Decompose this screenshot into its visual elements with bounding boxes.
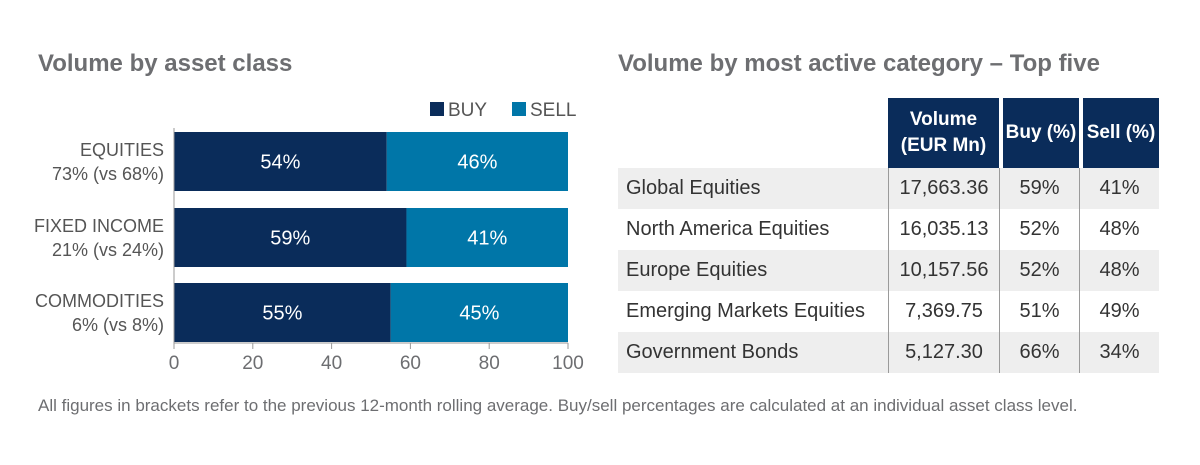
- legend-label-sell: SELL: [530, 100, 576, 121]
- table-header-row: Volume (EUR Mn) Buy (%) Sell (%): [618, 98, 1159, 168]
- left-chart-title: Volume by asset class: [38, 50, 293, 77]
- category-buy: 51%: [999, 291, 1079, 332]
- category-buy: 66%: [999, 332, 1079, 373]
- category-volume: 7,369.75: [888, 291, 999, 332]
- category-volume: 17,663.36: [888, 168, 999, 209]
- category-sublabel: 21% (vs 24%): [52, 240, 164, 260]
- category-label: FIXED INCOME: [34, 216, 164, 236]
- category-sell: 49%: [1079, 291, 1159, 332]
- table-row: Emerging Markets Equities 7,369.75 51% 4…: [618, 291, 1159, 332]
- category-volume: 16,035.13: [888, 209, 999, 250]
- bar-data-label: 59%: [270, 228, 310, 250]
- bar-data-label: 55%: [262, 303, 302, 325]
- category-volume: 10,157.56: [888, 250, 999, 291]
- category-buy: 59%: [999, 168, 1079, 209]
- category-sell: 48%: [1079, 209, 1159, 250]
- bar-sell: [386, 132, 568, 191]
- category-sell: 34%: [1079, 332, 1159, 373]
- category-name: Emerging Markets Equities: [618, 291, 888, 332]
- x-tick-label: 20: [242, 353, 263, 374]
- legend-swatch-buy: [430, 102, 444, 116]
- category-sell: 41%: [1079, 168, 1159, 209]
- bar-sell: [390, 283, 568, 342]
- top-five-category-table: Volume (EUR Mn) Buy (%) Sell (%) Global …: [618, 98, 1159, 373]
- x-tick-label: 0: [169, 353, 180, 374]
- asset-class-bar-chart: BUY SELL 54% 46% EQUITIES 73% (vs 68%) 59% 41% F…: [34, 100, 584, 374]
- bar-buy: [174, 208, 407, 267]
- category-buy: 52%: [999, 209, 1079, 250]
- x-tick-label: 80: [479, 353, 500, 374]
- header-volume: Volume (EUR Mn): [888, 98, 999, 168]
- footnote: All figures in brackets refer to the pre…: [38, 396, 1078, 415]
- category-name: Global Equities: [618, 168, 888, 209]
- category-volume: 5,127.30: [888, 332, 999, 373]
- category-sublabel: 6% (vs 8%): [72, 315, 164, 335]
- category-name: North America Equities: [618, 209, 888, 250]
- header-buy-label: Buy (%): [1005, 122, 1077, 143]
- header-volume-label: Volume (EUR Mn): [900, 109, 987, 156]
- table-row: North America Equities 16,035.13 52% 48%: [618, 209, 1159, 250]
- category-name: Government Bonds: [618, 332, 888, 373]
- category-sell: 48%: [1079, 250, 1159, 291]
- bar-data-label: 46%: [457, 152, 497, 174]
- bar-sell: [406, 208, 568, 267]
- legend-label-buy: BUY: [448, 100, 487, 121]
- bar-data-label: 45%: [459, 303, 499, 325]
- category-label: EQUITIES: [80, 140, 164, 160]
- header-blank: [618, 98, 888, 168]
- x-tick-label: 100: [552, 353, 584, 374]
- category-label: COMMODITIES: [35, 291, 164, 311]
- header-sell: Sell (%): [1079, 98, 1159, 168]
- header-buy: Buy (%): [999, 98, 1079, 168]
- header-sell-label: Sell (%): [1086, 122, 1156, 143]
- table-row: Government Bonds 5,127.30 66% 34%: [618, 332, 1159, 373]
- category-buy: 52%: [999, 250, 1079, 291]
- table-row: Europe Equities 10,157.56 52% 48%: [618, 250, 1159, 291]
- x-tick-label: 60: [400, 353, 421, 374]
- bar-data-label: 54%: [260, 152, 300, 174]
- category-name: Europe Equities: [618, 250, 888, 291]
- bar-data-label: 41%: [467, 228, 507, 250]
- x-tick-label: 40: [321, 353, 342, 374]
- legend-swatch-sell: [512, 102, 526, 116]
- bar-buy: [174, 132, 387, 191]
- category-sublabel: 73% (vs 68%): [52, 164, 164, 184]
- bar-buy: [174, 283, 391, 342]
- right-table-title: Volume by most active category – Top fiv…: [618, 50, 1100, 77]
- table-row: Global Equities 17,663.36 59% 41%: [618, 168, 1159, 209]
